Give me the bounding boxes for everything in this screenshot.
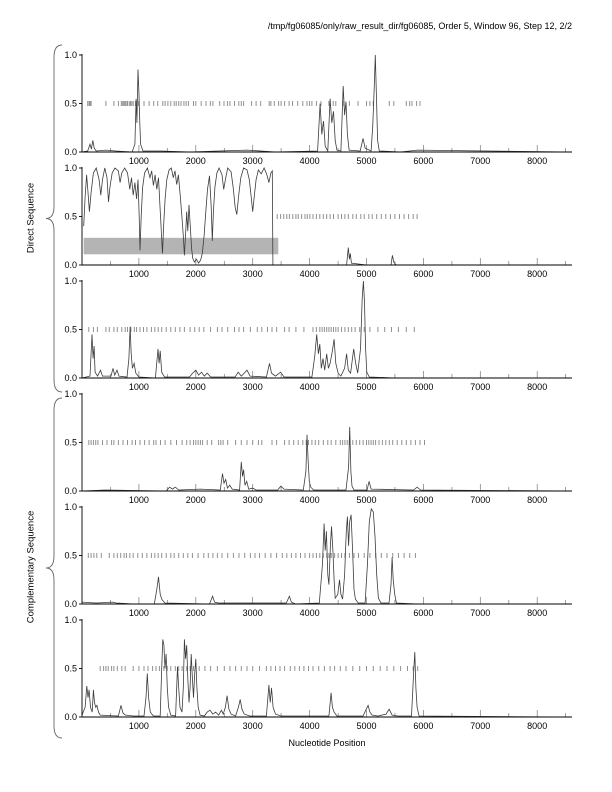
x-tick-label: 4000	[300, 495, 320, 505]
y-tick-label: 1.0	[64, 50, 77, 60]
x-tick-label: 7000	[470, 156, 490, 166]
y-tick-label: 0.5	[64, 551, 77, 561]
predicted-region-band	[83, 237, 279, 255]
x-tick-label: 8000	[527, 382, 547, 392]
x-tick-label: 1000	[129, 608, 149, 618]
x-tick-label: 5000	[356, 156, 376, 166]
x-tick-label: 4000	[300, 269, 320, 279]
x-tick-label: 3000	[243, 382, 263, 392]
y-tick-label: 1.0	[64, 163, 77, 173]
y-tick-label: 0.5	[64, 212, 77, 222]
y-tick-label: 0.5	[64, 664, 77, 674]
x-tick-label: 2000	[186, 721, 206, 731]
x-tick-label: 2000	[186, 382, 206, 392]
x-tick-label: 1000	[129, 495, 149, 505]
x-tick-label: 3000	[243, 608, 263, 618]
x-tick-label: 5000	[356, 269, 376, 279]
y-tick-label: 0.5	[64, 325, 77, 335]
panel-complementary-frame-2: 1.0 0.5 0.0 1000 2000 3000 4000 5000 6000 7000 800…	[64, 502, 572, 618]
x-tick-label: 6000	[413, 495, 433, 505]
plot-title: /tmp/fg06085/only/raw_result_dir/fg06085…	[267, 21, 572, 31]
x-tick-label: 1000	[129, 156, 149, 166]
y-tick-label: 0.0	[64, 147, 77, 157]
x-tick-label: 8000	[527, 269, 547, 279]
x-tick-label: 7000	[470, 608, 490, 618]
x-tick-label: 4000	[300, 608, 320, 618]
x-tick-label: 7000	[470, 721, 490, 731]
x-tick-label: 5000	[356, 382, 376, 392]
x-tick-label: 5000	[356, 495, 376, 505]
x-tick-label: 8000	[527, 608, 547, 618]
x-tick-label: 1000	[129, 721, 149, 731]
x-tick-label: 3000	[243, 721, 263, 731]
x-tick-label: 4000	[300, 156, 320, 166]
x-tick-label: 1000	[129, 269, 149, 279]
x-tick-label: 5000	[356, 608, 376, 618]
panel-direct-frame-3: 1.0 0.5 0.0 1000 2000 3000 4000 5000 6000 7000 800…	[64, 276, 572, 392]
y-tick-label: 0.0	[64, 260, 77, 270]
x-tick-label: 4000	[300, 721, 320, 731]
y-tick-label: 1.0	[64, 615, 77, 625]
x-tick-label: 6000	[413, 269, 433, 279]
x-tick-label: 1000	[129, 382, 149, 392]
x-tick-label: 7000	[470, 495, 490, 505]
x-axis-title: Nucleotide Position	[288, 738, 366, 748]
x-tick-label: 7000	[470, 382, 490, 392]
panel-complementary-frame-3: 1.0 0.5 0.0 1000 2000 3000 4000 5000 6000 7000 800…	[64, 615, 572, 731]
x-tick-label: 4000	[300, 382, 320, 392]
y-tick-label: 0.0	[64, 486, 77, 496]
direct-sequence-brace	[45, 44, 63, 393]
probability-curve	[81, 639, 570, 718]
x-tick-label: 8000	[527, 156, 547, 166]
y-tick-label: 0.5	[64, 438, 77, 448]
x-tick-label: 2000	[186, 269, 206, 279]
x-tick-label: 6000	[413, 608, 433, 618]
x-tick-label: 3000	[243, 495, 263, 505]
y-tick-label: 0.5	[64, 99, 77, 109]
y-tick-label: 1.0	[64, 276, 77, 286]
y-tick-label: 1.0	[64, 502, 77, 512]
x-tick-label: 8000	[527, 721, 547, 731]
x-tick-label: 6000	[413, 382, 433, 392]
x-tick-label: 3000	[243, 269, 263, 279]
probability-curve	[81, 54, 570, 153]
x-tick-label: 8000	[527, 495, 547, 505]
x-tick-label: 2000	[186, 608, 206, 618]
panel-direct-frame-1: 1.0 0.5 0.0 1000 2000 3000 4000 5000 6000 7000 800…	[64, 50, 572, 166]
x-tick-label: 5000	[356, 721, 376, 731]
y-tick-label: 0.0	[64, 599, 77, 609]
y-tick-label: 1.0	[64, 389, 77, 399]
x-tick-label: 7000	[470, 269, 490, 279]
probability-curve	[81, 507, 570, 605]
y-tick-label: 0.0	[64, 712, 77, 722]
probability-curve	[83, 166, 570, 266]
panel-complementary-frame-1: 1.0 0.5 0.0 1000 2000 3000 4000 5000 6000 7000 800…	[64, 389, 572, 505]
x-tick-label: 6000	[413, 156, 433, 166]
x-tick-label: 6000	[413, 721, 433, 731]
panel-direct-frame-2: 1.0 0.5 0.0 1000 2000 3000 4000 5000 6000 7000 800…	[64, 163, 572, 279]
complementary-sequence-brace	[45, 397, 63, 739]
x-tick-label: 3000	[243, 156, 263, 166]
y-tick-label: 0.0	[64, 373, 77, 383]
probability-curve	[81, 280, 570, 379]
x-tick-label: 2000	[186, 495, 206, 505]
x-tick-label: 2000	[186, 156, 206, 166]
probability-curve	[81, 426, 570, 492]
